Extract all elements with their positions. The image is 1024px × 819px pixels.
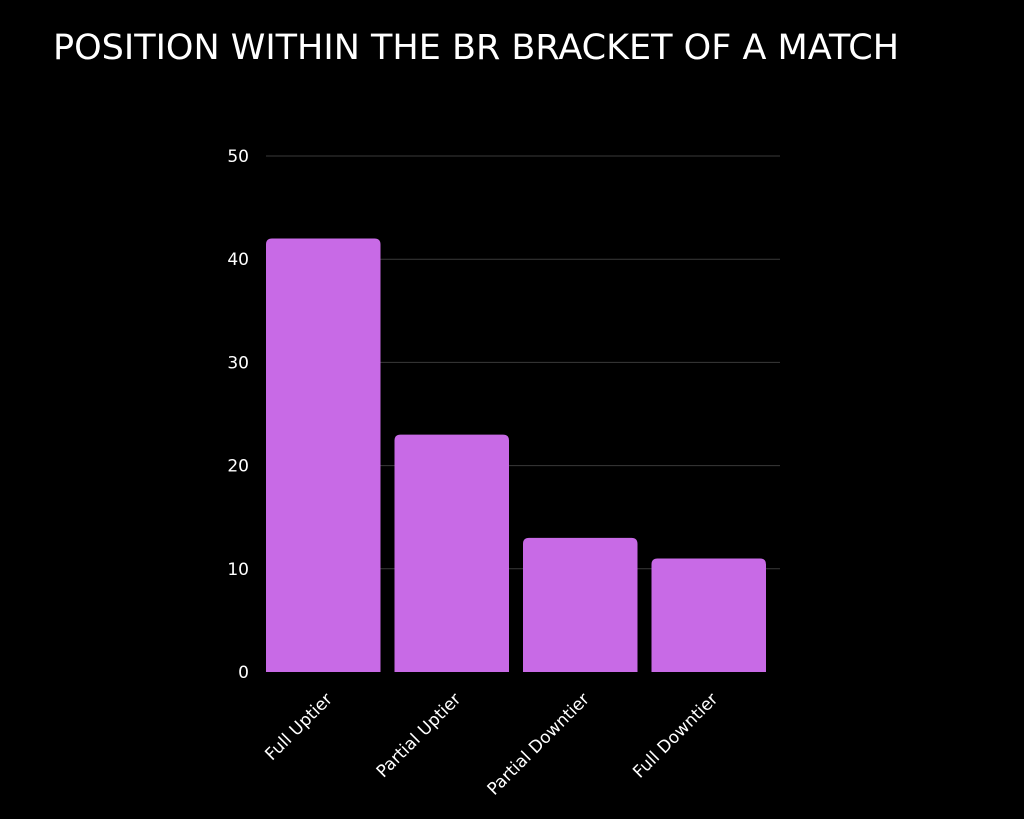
bar-partial-downtier [523, 537, 638, 672]
y-axis-ticks: 0 10 20 30 40 50 [227, 147, 249, 683]
bar-full-downtier [651, 558, 766, 672]
x-tick-label: Partial Downtier [484, 689, 594, 799]
bar-full-uptier [266, 238, 381, 672]
y-tick-label: 30 [227, 353, 249, 373]
bars [266, 238, 766, 672]
y-tick-label: 10 [227, 560, 249, 580]
y-tick-label: 20 [227, 457, 249, 477]
x-tick-label: Full Downtier [629, 689, 722, 782]
y-tick-label: 0 [238, 663, 249, 683]
bar-partial-uptier [394, 434, 509, 672]
x-axis-labels: Full Uptier Partial Uptier Partial Downtie… [261, 689, 722, 799]
x-tick-label: Partial Uptier [373, 689, 466, 782]
y-tick-label: 50 [227, 147, 249, 167]
y-tick-label: 40 [227, 250, 249, 270]
x-tick-label: Full Uptier [261, 689, 336, 764]
chart-title: POSITION WITHIN THE BR BRACKET OF A MATC… [53, 28, 900, 68]
